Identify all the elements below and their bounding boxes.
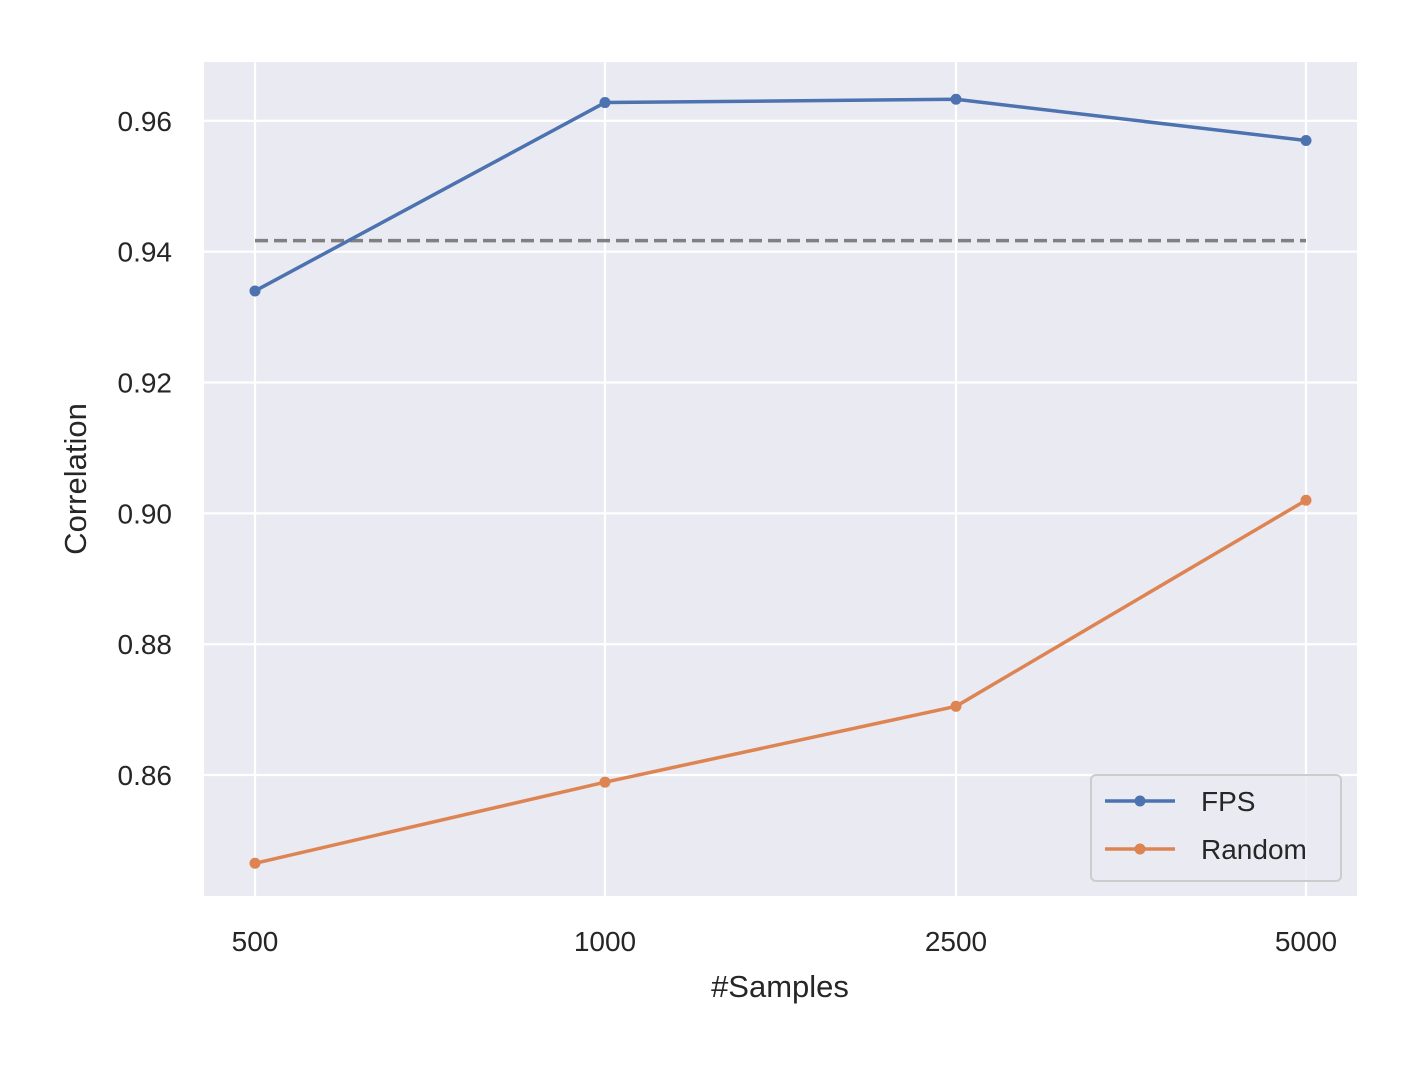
- data-point-fps: [950, 93, 962, 105]
- x-tick-labels: 500 1000 2500 5000: [232, 926, 1338, 957]
- x-tick-label: 1000: [574, 926, 636, 957]
- legend-label-fps: FPS: [1201, 786, 1255, 817]
- data-point-random: [599, 776, 611, 788]
- y-tick-label: 0.94: [118, 237, 173, 268]
- y-tick-label: 0.88: [118, 629, 173, 660]
- x-tick-label: 5000: [1275, 926, 1337, 957]
- series-line-random: [253, 498, 1308, 866]
- y-tick-label: 0.90: [118, 498, 173, 529]
- y-tick-label: 0.96: [118, 106, 173, 137]
- y-tick-labels: 0.86 0.88 0.90 0.92 0.94 0.96: [118, 106, 173, 791]
- legend-marker-fps: [1134, 795, 1146, 807]
- data-point-random: [1300, 494, 1312, 506]
- y-tick-label: 0.86: [118, 760, 173, 791]
- data-point-random: [249, 857, 261, 869]
- data-point-fps: [249, 285, 261, 297]
- data-point-fps: [1300, 134, 1312, 146]
- y-axis-title: Correlation: [58, 403, 93, 555]
- legend-label-random: Random: [1201, 834, 1307, 865]
- plot-background: [204, 62, 1357, 896]
- y-tick-label: 0.92: [118, 368, 173, 399]
- series-group: [249, 93, 1312, 869]
- series-line-fps: [253, 97, 1308, 293]
- legend: FPS Random: [1090, 774, 1342, 882]
- data-point-random: [950, 700, 962, 712]
- x-axis-title: #Samples: [711, 969, 849, 1004]
- x-tick-label: 500: [232, 926, 279, 957]
- grid-lines: [204, 62, 1357, 896]
- data-point-fps: [599, 97, 611, 109]
- x-tick-label: 2500: [925, 926, 987, 957]
- legend-marker-random: [1134, 843, 1146, 855]
